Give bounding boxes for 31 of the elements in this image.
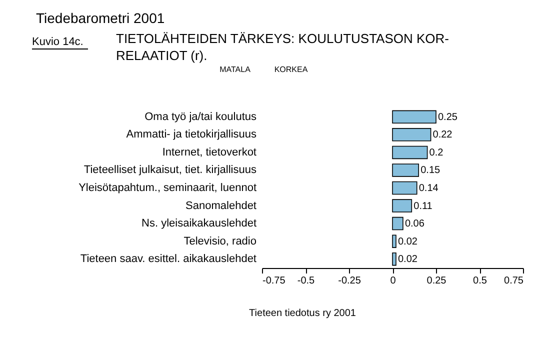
text: MATALA (220, 65, 252, 74)
data-label: 0.15 (420, 165, 440, 176)
x-tick-label: -0.75 (262, 276, 286, 286)
data-label: 0.11 (414, 200, 433, 212)
y-tick-label: Ns. yleisaikakauslehdet (142, 218, 256, 230)
y-tick-label: Internet, tietoverkot (162, 146, 256, 158)
y-tick-label: Sanomalehdet (186, 200, 256, 212)
y-tick-label: Televisio, radio (184, 235, 256, 248)
y-tick-label: Tieteen saav. esittel. aikakauslehdet (80, 253, 256, 266)
y-tick-label: Tieteelliset julkaisut, tiet. kirjallisuus (84, 164, 257, 176)
data-label: 0.22 (432, 130, 453, 141)
text: Tieteen tiedotus ry 2001 (249, 308, 356, 319)
text: KORKEA (274, 65, 308, 74)
text: Tiedebarometri 2001 (36, 10, 165, 26)
y-tick-label: Ammatti- ja tietokirjallisuus (126, 128, 257, 141)
y-tick-label: Yleisötapahtum., seminaarit, luennot (78, 182, 256, 194)
y-tick-label: Oma työ ja/tai koulutus (144, 110, 257, 123)
data-label: 0.02 (398, 236, 418, 248)
data-label: 0.06 (404, 218, 425, 230)
x-tick-label: 0.75 (504, 276, 524, 286)
x-tick-label: 0.25 (426, 276, 447, 286)
data-label: 0.14 (418, 183, 439, 194)
x-tick-label: -0.25 (338, 276, 362, 286)
text: Kuvio 14c. (32, 36, 84, 48)
data-label: 0.25 (438, 112, 458, 123)
data-label: 0.2 (429, 147, 444, 158)
chart-subtitle: TIETOLÄHTEIDEN TÄRKEYS: KOULUTUSTASON KOR- RELAATIOT (r). (116, 31, 450, 63)
x-tick-label: -0.5 (297, 276, 316, 286)
x-tick-label: 0.5 (473, 276, 488, 286)
x-tick-label: 0 (390, 276, 396, 286)
data-label: 0.02 (398, 254, 418, 266)
